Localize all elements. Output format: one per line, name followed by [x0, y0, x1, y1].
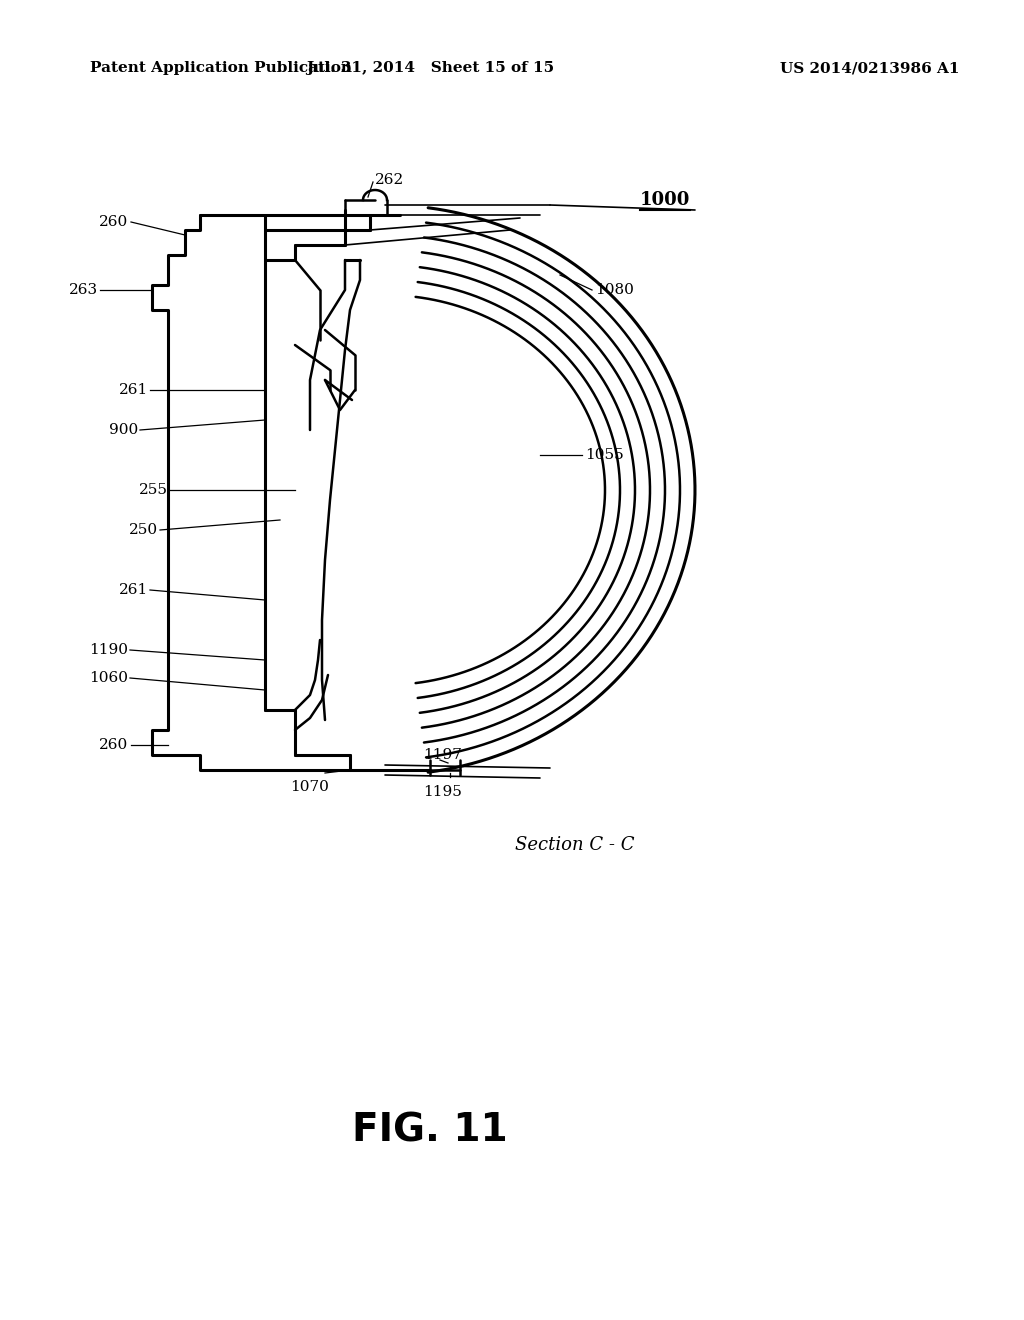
Text: Patent Application Publication: Patent Application Publication: [90, 61, 352, 75]
Text: 260: 260: [98, 215, 128, 228]
Text: 1055: 1055: [585, 447, 624, 462]
Text: 1195: 1195: [424, 785, 463, 799]
Text: 1070: 1070: [291, 780, 330, 795]
Text: 263: 263: [69, 282, 98, 297]
Text: 1190: 1190: [89, 643, 128, 657]
Text: 260: 260: [98, 738, 128, 752]
Text: 261: 261: [119, 583, 148, 597]
Text: 1197: 1197: [424, 748, 463, 762]
Text: 900: 900: [109, 422, 138, 437]
Text: 255: 255: [139, 483, 168, 498]
Text: Section C - C: Section C - C: [515, 836, 635, 854]
Text: 262: 262: [375, 173, 404, 187]
Text: FIG. 11: FIG. 11: [352, 1111, 508, 1148]
Text: 261: 261: [119, 383, 148, 397]
Text: Jul. 31, 2014   Sheet 15 of 15: Jul. 31, 2014 Sheet 15 of 15: [306, 61, 554, 75]
Text: US 2014/0213986 A1: US 2014/0213986 A1: [780, 61, 959, 75]
Text: 1000: 1000: [640, 191, 690, 209]
Text: 1060: 1060: [89, 671, 128, 685]
Text: 250: 250: [129, 523, 158, 537]
Text: 1080: 1080: [595, 282, 634, 297]
